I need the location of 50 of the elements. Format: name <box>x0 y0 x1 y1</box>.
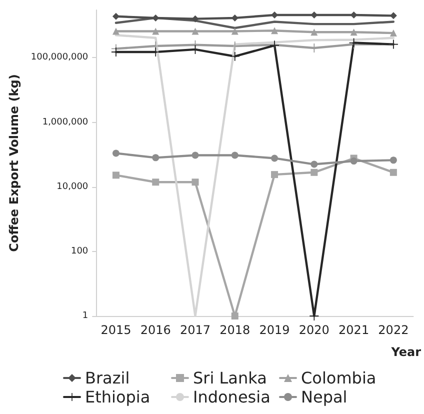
y-tick-label: 10,000 <box>56 182 88 192</box>
point <box>310 168 318 176</box>
point <box>390 30 397 37</box>
point <box>350 12 358 18</box>
point <box>152 154 160 162</box>
legend-label: Nepal <box>301 388 348 406</box>
point <box>230 52 240 61</box>
legend-label: Indonesia <box>193 388 270 406</box>
point <box>310 160 318 168</box>
point <box>271 154 278 162</box>
y-axis-title: Coffee Export Volume (kg) <box>7 74 21 252</box>
point <box>310 12 318 18</box>
legend-label: Colombia <box>301 368 376 388</box>
point <box>112 172 120 179</box>
point <box>192 28 199 35</box>
x-tick-label: 2020 <box>298 323 330 337</box>
x-tick-label: 2021 <box>338 323 370 337</box>
legend-label: Ethiopia <box>85 388 150 406</box>
legend-label: Sri Lanka <box>193 368 267 388</box>
y-tick-label: 1,000,000 <box>42 117 88 128</box>
point <box>390 168 397 176</box>
point <box>310 28 318 36</box>
y-tick-label: 1 <box>82 311 88 321</box>
x-tick-label: 2019 <box>259 323 290 337</box>
point <box>192 152 199 159</box>
point <box>152 178 160 186</box>
point <box>390 12 397 20</box>
point <box>112 12 120 20</box>
point <box>390 156 397 164</box>
point <box>192 178 199 186</box>
y-tick-label: 100 <box>70 246 88 256</box>
point <box>350 158 358 165</box>
point <box>192 15 199 22</box>
point <box>231 28 238 35</box>
x-tick-label: 2015 <box>100 323 132 337</box>
point <box>271 27 278 34</box>
x-tick-label: 2022 <box>378 323 409 337</box>
legend-label: Brazil <box>85 368 130 388</box>
y-tick-label: 100,000,000 <box>30 52 88 63</box>
point <box>271 171 278 178</box>
point <box>231 152 238 159</box>
point <box>112 150 120 157</box>
point <box>152 28 160 35</box>
point <box>112 28 120 35</box>
x-axis-title: Year <box>390 345 422 359</box>
x-tick-label: 2016 <box>140 323 171 337</box>
point <box>350 28 358 36</box>
point <box>231 312 238 320</box>
x-tick-label: 2017 <box>180 323 211 337</box>
x-tick-label: 2018 <box>220 323 250 337</box>
